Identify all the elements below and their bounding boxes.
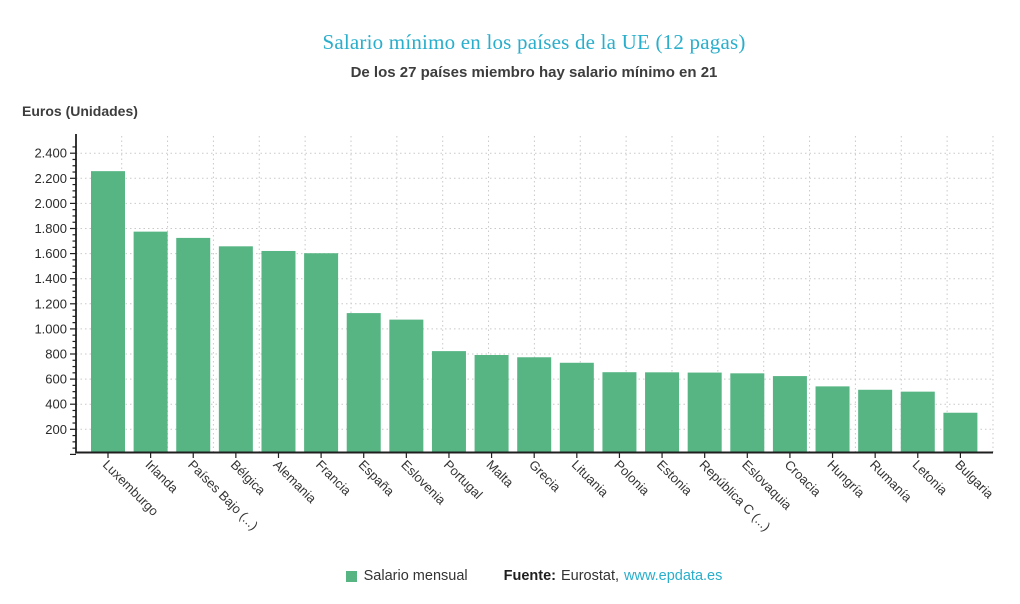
x-axis-category-label: Polonia [611, 457, 653, 499]
legend-label: Salario mensual [363, 568, 468, 584]
y-axis-tick-label: 400 [45, 397, 67, 412]
chart-title: Salario mínimo en los países de la UE (1… [322, 30, 746, 54]
bar-espana[interactable] [346, 313, 381, 453]
bar-francia[interactable] [304, 253, 339, 453]
x-axis-category-label: Eslovenia [398, 457, 449, 508]
bar-eslovenia[interactable] [389, 319, 424, 453]
y-axis-tick-label: 200 [45, 422, 67, 437]
y-axis-tick-label: 600 [45, 372, 67, 387]
x-axis-category-label: Francia [313, 457, 355, 499]
bar-republica-c[interactable] [687, 372, 722, 453]
y-axis-tick-label: 1.600 [34, 246, 67, 261]
legend-item-salario-mensual[interactable]: Salario mensual [345, 568, 468, 584]
bar-lituania[interactable] [559, 362, 594, 453]
source-line: Fuente: Eurostat, www.epdata.es [504, 568, 723, 584]
legend-swatch [345, 571, 357, 582]
x-axis-category-label: Letonia [910, 457, 951, 498]
x-axis-category-label: Rumanía [867, 457, 915, 505]
bar-alemania[interactable] [261, 250, 296, 453]
bar-letonia[interactable] [900, 391, 935, 453]
bar-polonia[interactable] [602, 372, 637, 453]
y-axis-title: Euros (Unidades) [22, 103, 138, 119]
x-axis-category-label: Irlanda [142, 457, 181, 496]
y-axis-tick-label: 1.800 [34, 221, 67, 236]
bar-belgica[interactable] [218, 246, 253, 453]
x-axis-category-label: Lituania [569, 457, 612, 500]
source-name: Eurostat, [560, 568, 620, 584]
bar-hungria[interactable] [815, 386, 850, 453]
bar-malta[interactable] [474, 355, 509, 453]
x-axis-category-label: Alemania [270, 457, 319, 506]
source-link[interactable]: www.epdata.es [624, 568, 723, 584]
y-axis-tick-label: 2.400 [34, 146, 67, 161]
x-axis-category-label: Malta [483, 457, 517, 491]
source-label: Fuente: [503, 568, 556, 584]
y-axis-tick-label: 2.000 [34, 196, 67, 211]
x-axis-category-label: Hungría [824, 457, 868, 501]
bar-eslovaquia[interactable] [730, 373, 765, 453]
x-axis-category-label: Estonia [654, 457, 696, 499]
chart-subtitle: De los 27 países miembro hay salario mín… [350, 64, 718, 81]
chart-footer: Salario mensual Fuente: Eurostat, www.ep… [48, 566, 1020, 586]
bar-grecia[interactable] [517, 357, 552, 453]
bar-bulgaria[interactable] [943, 412, 978, 453]
y-axis-tick-label: 2.200 [34, 171, 67, 186]
bar-estonia[interactable] [645, 372, 680, 453]
y-axis-tick-label: 1.000 [34, 321, 67, 336]
x-axis-category-label: España [356, 457, 398, 499]
bar-luxemburgo[interactable] [91, 171, 125, 453]
x-axis-category-label: Grecia [526, 457, 564, 495]
bar-irlanda[interactable] [133, 231, 168, 453]
y-axis-tick-label: 1.400 [34, 271, 67, 286]
x-axis-category-label: Bulgaria [952, 457, 997, 502]
x-axis-category-label: Bélgica [228, 457, 269, 498]
bar-rumania[interactable] [858, 389, 893, 453]
y-axis-tick-label: 800 [45, 347, 67, 362]
y-axis-tick-label: 1.200 [34, 296, 67, 311]
bar-portugal[interactable] [431, 351, 466, 453]
bar-croacia[interactable] [772, 376, 807, 453]
bar-paises-bajo[interactable] [176, 237, 211, 453]
x-axis-category-label: Croacia [782, 457, 825, 500]
